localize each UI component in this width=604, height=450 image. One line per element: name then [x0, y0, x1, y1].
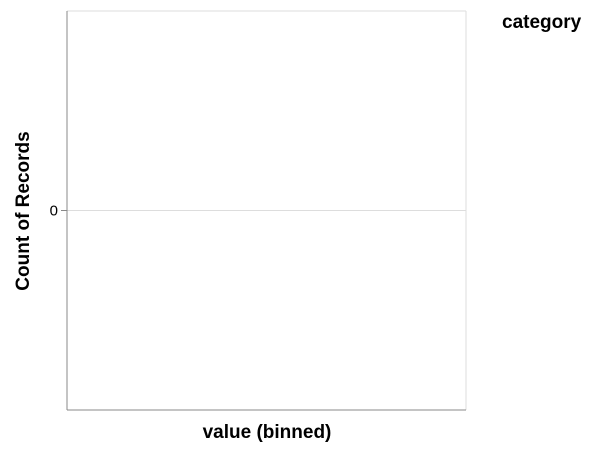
y-axis-title: Count of Records	[13, 131, 34, 290]
y-ticks: 0	[50, 203, 67, 220]
plot-area: 0	[50, 10, 467, 411]
legend-title: category	[502, 12, 582, 33]
y-tick-label: 0	[50, 203, 58, 220]
x-axis-title: value (binned)	[203, 422, 332, 443]
